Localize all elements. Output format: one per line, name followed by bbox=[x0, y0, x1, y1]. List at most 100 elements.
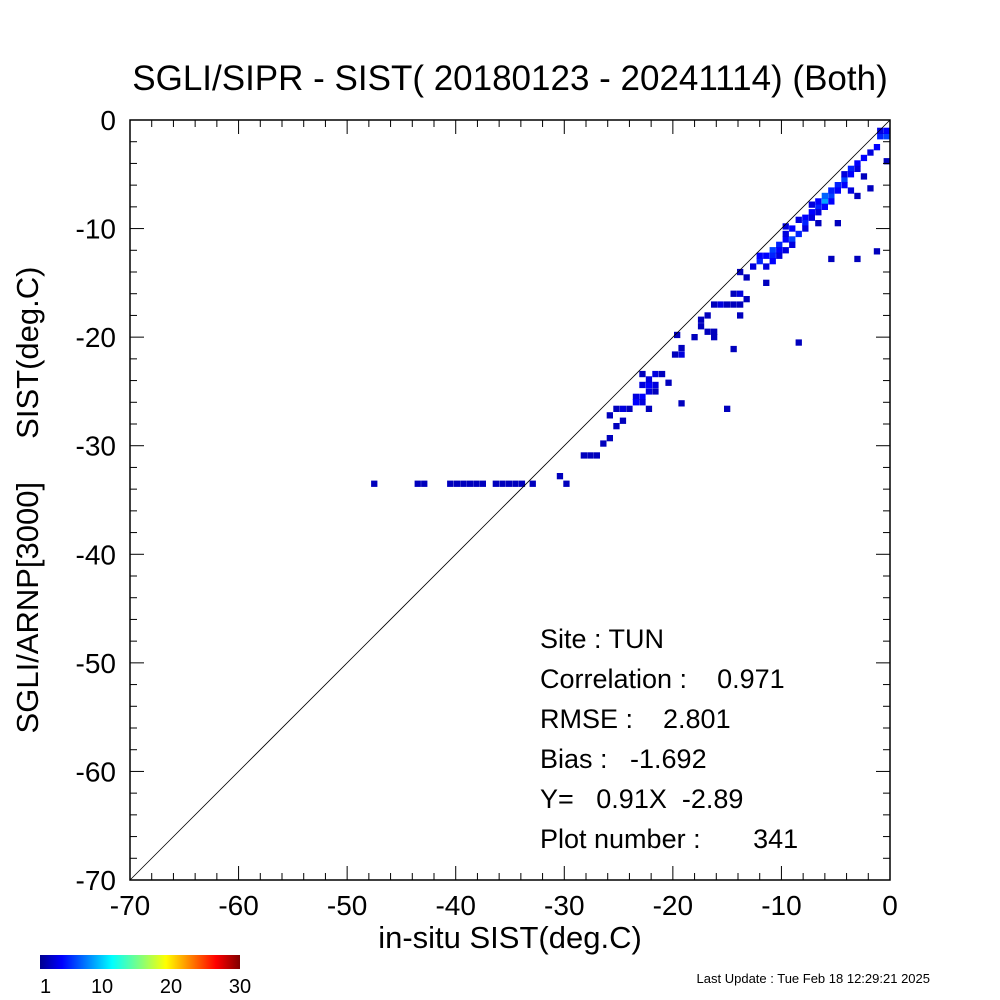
density-cell bbox=[678, 344, 685, 352]
density-cell bbox=[587, 452, 594, 459]
density-cell bbox=[808, 201, 815, 208]
density-cell bbox=[828, 192, 835, 200]
plot-frame bbox=[129, 119, 891, 881]
density-cell bbox=[632, 393, 640, 400]
density-cell bbox=[873, 248, 881, 255]
density-cell bbox=[789, 225, 796, 232]
density-cell bbox=[841, 176, 848, 183]
stat-site: Site : TUN bbox=[540, 624, 664, 654]
statistics-panel: Site : TUN Correlation : 0.971 RMSE : 2.… bbox=[540, 624, 798, 854]
density-cell bbox=[711, 301, 718, 308]
density-cell bbox=[828, 187, 835, 194]
density-cell bbox=[815, 209, 822, 216]
density-cell bbox=[711, 334, 718, 341]
density-cell bbox=[737, 268, 744, 276]
density-cell bbox=[834, 182, 841, 189]
density-cell bbox=[847, 187, 855, 194]
density-cell bbox=[529, 480, 536, 487]
density-cell bbox=[828, 198, 835, 205]
x-axis-tick-labels: -70 -60 -50 -40 -30 -20 -10 0 bbox=[110, 890, 898, 921]
density-cell bbox=[802, 225, 809, 232]
colorbar-tick-label: 1 bbox=[40, 976, 51, 998]
density-cell bbox=[724, 301, 731, 308]
density-cell bbox=[802, 220, 809, 227]
density-cell bbox=[619, 417, 627, 424]
density-cell bbox=[678, 351, 685, 358]
density-cell bbox=[877, 133, 884, 140]
x-tick-label: -50 bbox=[327, 890, 367, 921]
stat-regression: Y= 0.91X -2.89 bbox=[540, 784, 743, 814]
x-tick-label: -70 bbox=[110, 890, 150, 921]
density-cells bbox=[371, 127, 890, 487]
density-cell bbox=[645, 381, 653, 389]
density-cell bbox=[867, 149, 874, 156]
density-cell bbox=[815, 203, 822, 210]
density-cell bbox=[847, 165, 855, 172]
density-cell bbox=[854, 192, 861, 200]
density-cell bbox=[737, 301, 744, 308]
density-cell bbox=[756, 252, 763, 259]
density-cell bbox=[782, 230, 789, 238]
density-cell bbox=[613, 423, 620, 430]
density-cell bbox=[834, 187, 841, 194]
density-cell bbox=[782, 236, 789, 243]
y-tick-label: -20 bbox=[76, 322, 116, 353]
density-cell bbox=[639, 393, 646, 400]
density-cell bbox=[730, 301, 737, 308]
density-cell bbox=[619, 405, 627, 412]
density-cell bbox=[711, 328, 718, 335]
density-cell bbox=[730, 290, 737, 297]
density-cell bbox=[873, 144, 881, 151]
y-tick-label: -10 bbox=[76, 214, 116, 245]
density-cell bbox=[717, 301, 724, 308]
density-cell bbox=[828, 255, 835, 263]
y-tick-label: -60 bbox=[76, 756, 116, 787]
density-cell bbox=[460, 480, 467, 487]
density-cell bbox=[626, 405, 633, 412]
colorbar-tick-label: 30 bbox=[229, 976, 251, 998]
density-cell bbox=[782, 247, 789, 254]
density-cell bbox=[593, 452, 600, 459]
density-cell bbox=[632, 399, 640, 406]
density-cell bbox=[563, 480, 570, 487]
density-cell bbox=[860, 154, 868, 162]
density-cell bbox=[639, 399, 646, 406]
density-cell bbox=[639, 381, 646, 389]
density-cell bbox=[782, 223, 789, 230]
density-cell bbox=[750, 263, 757, 270]
density-cell bbox=[499, 480, 506, 487]
density-cell bbox=[789, 236, 796, 243]
density-cell bbox=[743, 274, 750, 281]
density-cell bbox=[821, 198, 828, 205]
x-axis-label: in-situ SIST(deg.C) bbox=[378, 920, 642, 955]
density-cell bbox=[743, 296, 750, 303]
y-tick-label: 0 bbox=[100, 105, 116, 136]
y-tick-label: -70 bbox=[76, 865, 116, 896]
density-cell bbox=[697, 323, 705, 330]
density-cell bbox=[414, 480, 421, 487]
density-cell bbox=[854, 165, 861, 172]
density-cell bbox=[883, 133, 890, 140]
density-cell bbox=[763, 279, 770, 286]
density-cell bbox=[674, 331, 681, 339]
density-cell bbox=[724, 405, 731, 412]
identity-line bbox=[129, 119, 891, 881]
density-cell bbox=[678, 400, 685, 407]
density-cell bbox=[447, 480, 454, 487]
density-cell bbox=[512, 480, 519, 487]
density-cell bbox=[606, 435, 613, 442]
density-cell bbox=[756, 258, 763, 265]
density-cell bbox=[421, 480, 428, 487]
density-cell bbox=[479, 480, 486, 487]
density-cell bbox=[645, 405, 653, 412]
density-cell bbox=[776, 252, 783, 259]
density-cell bbox=[883, 127, 890, 134]
density-cell bbox=[763, 263, 770, 270]
x-tick-label: -10 bbox=[761, 890, 801, 921]
chart-title: SGLI/SIPR - SIST( 20180123 - 20241114) (… bbox=[132, 59, 888, 98]
density-cell bbox=[600, 440, 607, 447]
density-cell bbox=[854, 255, 861, 263]
density-cell bbox=[697, 316, 705, 323]
density-cell bbox=[737, 290, 744, 297]
